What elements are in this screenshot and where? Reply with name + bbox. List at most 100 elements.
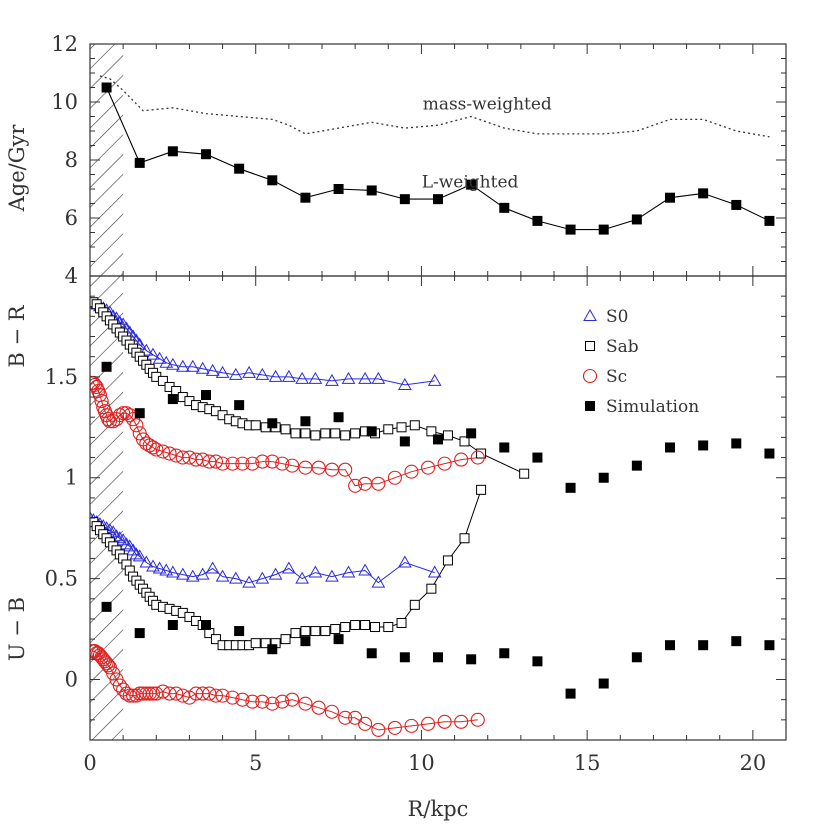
data-point-simulation <box>731 438 742 449</box>
data-point-s0 <box>255 367 270 380</box>
x-axis-label: R/kpc <box>408 797 469 821</box>
y-tick-label: 12 <box>51 32 78 56</box>
data-point-sab <box>250 638 261 649</box>
data-point <box>366 185 377 196</box>
data-point-s0 <box>152 561 167 574</box>
data-point-simulation <box>665 640 675 651</box>
data-point-s0 <box>165 357 180 370</box>
legend-label-sc: Sc <box>606 367 627 387</box>
series-line-Sc <box>91 382 478 487</box>
data-point-simulation <box>134 408 145 419</box>
data-point-s0 <box>139 343 154 356</box>
data-point-simulation <box>399 652 410 663</box>
data-point-simulation <box>399 436 410 447</box>
data-point-sc <box>404 464 419 479</box>
data-point-sc <box>145 440 161 455</box>
data-point-simulation <box>167 620 178 631</box>
legend-marker <box>585 341 595 351</box>
data-point-simulation <box>731 636 742 647</box>
data-point <box>433 194 443 205</box>
data-point-s0 <box>175 359 190 372</box>
data-point-s0 <box>325 373 339 386</box>
data-point <box>598 224 609 235</box>
data-point-simulation <box>499 442 510 453</box>
legend: S0 Sab Sc Simulation <box>582 307 699 417</box>
data-point-s0 <box>268 567 283 580</box>
data-point-sc <box>225 456 240 471</box>
y-tick-label: 1.5 <box>45 365 78 389</box>
data-point-sc <box>437 714 452 729</box>
data-point-sc <box>421 460 436 475</box>
x-tick-label: 5 <box>249 751 262 775</box>
data-point-sc <box>94 394 109 409</box>
data-point-simulation <box>532 656 543 667</box>
data-point-simulation <box>234 626 245 637</box>
data-point-sab <box>426 426 437 437</box>
data-point-s0 <box>215 569 230 582</box>
data-point-sc <box>437 456 452 471</box>
data-point-s0 <box>139 555 154 568</box>
data-point-s0 <box>295 571 309 584</box>
data-point-simulation <box>499 648 510 659</box>
data-point-sc <box>129 418 144 433</box>
data-point-sc <box>371 476 386 491</box>
y-tick-label: 0 <box>65 667 78 691</box>
data-point <box>532 215 543 226</box>
age-axis-label: Age/Gyr <box>5 124 29 213</box>
data-point-s0 <box>175 567 190 580</box>
data-point-s0 <box>308 371 323 384</box>
data-point-simulation <box>698 640 709 651</box>
series-line-Sab <box>92 489 482 646</box>
data-point-simulation <box>764 448 775 459</box>
data-point-sc <box>129 688 144 703</box>
data-point-sc <box>285 458 300 473</box>
data-point <box>731 199 742 210</box>
data-point-simulation <box>466 428 477 439</box>
y-tick-label: 1 <box>65 466 78 490</box>
data-point-s0 <box>159 563 174 576</box>
data-point-simulation <box>466 654 477 665</box>
data-point <box>300 192 311 203</box>
data-point-sc <box>348 478 363 493</box>
data-point-sab <box>409 420 420 431</box>
data-point-simulation <box>631 460 642 471</box>
data-point-s0 <box>132 549 147 562</box>
data-point-sab <box>290 428 301 439</box>
data-point-s0 <box>205 561 220 574</box>
data-point-s0 <box>228 367 243 380</box>
data-point-s0 <box>165 565 180 578</box>
data-point-sc <box>265 696 280 711</box>
data-point-sc <box>162 446 177 461</box>
x-tick-label: 0 <box>83 751 96 775</box>
data-point-sc <box>155 684 170 699</box>
data-point-sab <box>280 634 291 645</box>
y-tick-label: 10 <box>51 90 78 114</box>
data-point-simulation <box>366 648 377 659</box>
data-point-sab <box>459 533 470 544</box>
data-point-simulation <box>300 636 311 647</box>
data-point-sc <box>101 658 116 673</box>
data-point-sab <box>300 428 311 439</box>
data-point-sc <box>285 692 300 707</box>
series-line-Sc <box>91 650 478 731</box>
data-point <box>565 224 576 235</box>
data-point-sc <box>99 656 114 671</box>
data-point-sc <box>311 460 326 475</box>
data-point-simulation <box>267 644 278 655</box>
data-point-s0 <box>358 371 372 384</box>
data-point-sc <box>215 456 230 471</box>
data-point-s0 <box>325 569 339 582</box>
data-point-sab <box>310 430 321 441</box>
data-point-sab <box>350 428 361 439</box>
data-point-sc <box>421 716 436 731</box>
data-point-sab <box>340 430 351 441</box>
data-point-simulation <box>366 426 377 437</box>
data-point-sc <box>338 710 353 725</box>
hatched-region-bottom <box>90 276 124 740</box>
data-point-s0 <box>242 365 256 378</box>
data-point-sab <box>360 620 371 631</box>
data-point-simulation <box>234 400 245 411</box>
data-point-sab <box>476 448 487 459</box>
data-point-s0 <box>119 537 134 550</box>
